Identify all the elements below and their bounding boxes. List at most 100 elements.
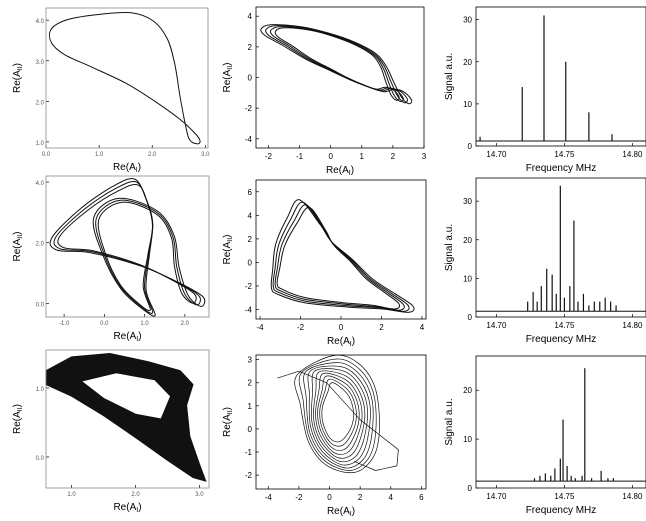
x-tick-label: -4 [256,323,264,332]
x-tick-label: 3.0 [195,492,204,498]
y-tick-label: 0 [468,142,473,151]
y-tick-label: -2 [245,282,253,291]
phase-trajectory [277,207,400,309]
x-axis-label: Re(AI) [327,506,355,518]
x-axis-label: Frequency MHz [526,163,597,174]
y-axis-label: Re(AII) [12,231,24,261]
y-tick-label: 30 [463,197,472,206]
x-tick-label: 14.70 [486,492,507,501]
y-tick-label: 3.0 [36,60,45,66]
x-axis-label: Frequency MHz [526,505,597,516]
y-tick-label: 20 [463,386,472,395]
y-tick-label: 4 [248,12,253,21]
x-tick-label: 1 [360,152,365,161]
y-tick-label: -4 [245,306,253,315]
x-tick-label: -4 [265,493,273,502]
x-tick-label: 14.75 [554,492,575,501]
x-tick-label: 2 [391,152,396,161]
y-axis-label: Re(AII) [222,234,234,264]
panel-b2: -4 -2 0 2 4 -4 -2 0 2 4 6 Re(AI) Re(AII) [222,180,426,348]
x-tick-label: 2 [379,323,384,332]
y-tick-label: 2.0 [36,242,45,248]
y-tick-label: 1.0 [36,141,45,147]
panel-c3: 14.70 14.75 14.80 0 10 20 Frequency MHz Signal … [444,356,646,516]
panel-c1: 14.70 14.75 14.80 0 10 20 30 Frequency MHz Signa… [444,7,646,174]
y-tick-label: 0 [248,425,253,434]
x-axis-label: Re(AI) [326,165,354,177]
x-tick-label: 0.0 [42,152,51,158]
x-tick-label: 14.75 [554,150,575,159]
x-tick-label: -2 [297,323,305,332]
panel-b3: -4 -2 0 2 4 6 -2 -1 0 1 2 3 Re(AI) Re(AII) [222,355,426,518]
x-tick-label: 4 [389,493,394,502]
panel-a1: 0.0 1.0 2.0 3.0 1.0 2.0 3.0 4.0 Re(AI) Re(AII) [12,8,210,174]
x-tick-label: 6 [419,493,424,502]
y-tick-label: 30 [463,16,472,25]
x-tick-label: 2 [358,493,363,502]
attractor-band [46,354,206,482]
panel-c2: 14.70 14.75 14.80 0 10 20 30 Frequency MHz Signa… [444,178,646,345]
x-tick-label: 1.0 [95,152,104,158]
y-tick-label: 2 [248,43,253,52]
y-tick-label: 2 [248,379,253,388]
x-tick-label: 14.75 [554,321,575,330]
y-axis-label: Signal a.u. [444,398,455,445]
x-axis-label: Re(AI) [113,162,141,174]
plot-frame [476,7,646,146]
y-tick-label: 4 [248,211,253,220]
x-tick-label: 2.0 [131,492,140,498]
x-axis-label: Re(AI) [327,336,355,348]
panel-b1: -2 -1 0 1 2 3-4-2024Re(AI)Re(AII) [222,7,427,177]
phase-trajectory-excursion [277,371,398,470]
x-tick-label: 14.80 [622,150,643,159]
x-tick-label: 0 [328,152,333,161]
y-tick-label: 0 [468,484,473,493]
y-tick-label: 2 [248,235,253,244]
y-tick-label: 1 [248,402,253,411]
y-tick-label: 1.0 [36,387,45,393]
y-tick-label: -4 [245,135,253,144]
y-axis-label: Re(AII) [222,407,234,437]
y-tick-label: 20 [463,236,472,245]
y-tick-label: 0 [248,74,253,83]
x-tick-label: 14.70 [486,150,507,159]
y-tick-label: 0 [468,313,473,322]
x-tick-label: 0 [339,323,344,332]
y-axis-label: Signal a.u. [444,224,455,271]
panel-a2: -1.0 0.0 1.0 2.0 0.0 2.0 4.0 Re(AI) Re(AII) [12,176,209,343]
y-tick-label: -1 [245,448,253,457]
x-tick-label: 14.80 [622,492,643,501]
y-tick-label: -2 [245,104,253,113]
x-tick-label: -2 [295,493,303,502]
y-axis-label: Re(AII) [12,404,24,434]
x-tick-label: 14.80 [622,321,643,330]
panel-a3: 1.0 2.0 3.0 0.0 1.0 Re(AI) Re(AII) [12,350,209,514]
y-axis-label: Re(AII) [12,63,24,93]
y-tick-label: 3 [248,356,253,365]
y-axis-label: Re(AII) [222,62,234,92]
y-tick-label: 10 [463,274,472,283]
y-tick-label: 0.0 [36,302,45,308]
x-tick-label: 0.0 [100,321,109,327]
y-tick-label: 4.0 [36,181,45,187]
x-axis-label: Re(AI) [113,331,141,343]
x-tick-label: 2.0 [181,321,190,327]
y-tick-label: 10 [463,100,472,109]
x-axis-label: Re(AI) [113,502,141,514]
y-axis-label: Signal a.u. [444,53,455,100]
phase-trajectory [58,184,196,310]
phase-trajectory [49,12,200,143]
x-tick-label: -1 [296,152,304,161]
x-tick-label: 4 [420,323,425,332]
x-tick-label: 3.0 [201,152,210,158]
x-tick-label: 14.70 [486,321,507,330]
y-tick-label: 0 [248,258,253,267]
x-tick-label: 1.0 [140,321,149,327]
x-axis-label: Frequency MHz [526,334,597,345]
y-tick-label: 10 [463,435,472,444]
y-tick-label: 6 [248,188,253,197]
plot-frame [476,356,646,488]
x-tick-label: 2.0 [148,152,157,158]
x-tick-label: 0 [327,493,332,502]
